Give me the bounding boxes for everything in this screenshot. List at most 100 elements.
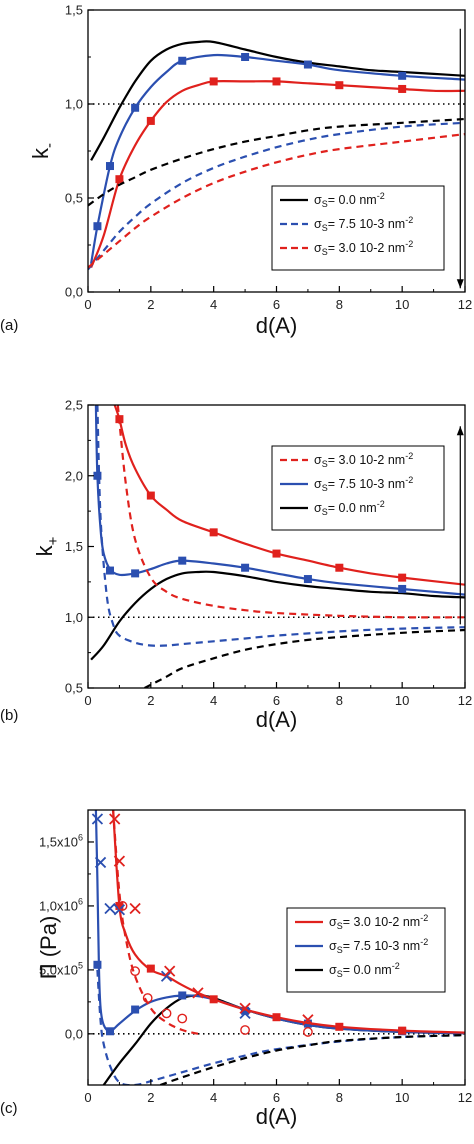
cross-marker (129, 902, 141, 915)
square-marker (131, 103, 140, 112)
legend-label-1: σS= 0.0 nm-2 (314, 191, 385, 209)
circle-marker (130, 966, 141, 977)
y-axis-label: k- (28, 143, 58, 159)
y-axis-label: Π (Pa) (36, 916, 61, 980)
x-tick-label: 4 (210, 297, 217, 312)
y-tick-label: 0,0 (65, 1026, 83, 1041)
circle-marker (240, 1025, 250, 1035)
square-marker (115, 901, 124, 910)
series-line-4 (112, 810, 199, 1035)
trend-arrow-head (456, 426, 464, 436)
square-marker (209, 528, 218, 537)
legend: σS= 0.0 nm-2 σS= 7.5 10-3 nm-2 σS= 3.0 10-… (271, 185, 445, 271)
square-marker (241, 1006, 250, 1015)
square-marker (178, 56, 187, 65)
cross-marker (109, 813, 121, 825)
legend-label-1: σS= 3.0 10-2 nm-2 (314, 451, 413, 469)
square-marker (398, 71, 407, 80)
y-axis-label: k+ (32, 536, 62, 556)
x-tick-label: 10 (395, 297, 409, 312)
trend-arrow-head (456, 279, 464, 289)
series-line-6 (159, 1034, 465, 1085)
square-marker (272, 1013, 281, 1022)
y-tick-label: 2,0 (65, 468, 83, 483)
square-marker (146, 116, 155, 125)
plot-area (88, 40, 465, 271)
square-marker (105, 566, 114, 575)
x-tick-label: 8 (336, 693, 343, 708)
square-marker (303, 60, 312, 69)
series-line-6 (116, 405, 465, 619)
x-tick-label: 12 (458, 693, 472, 708)
circle-marker (303, 1027, 313, 1037)
square-marker (209, 995, 218, 1004)
x-tick-label: 12 (458, 297, 472, 312)
panel-label: (b) (0, 707, 18, 724)
series-line-5 (96, 405, 465, 647)
square-marker (398, 573, 407, 582)
x-tick-label: 0 (84, 693, 91, 708)
y-tick-label: 1,0 (65, 610, 83, 625)
series-line-4 (144, 628, 465, 688)
y-tick-label: 0,0 (65, 285, 83, 300)
cross-marker (239, 1007, 251, 1020)
x-tick-label: 0 (84, 297, 91, 312)
legend: σS= 3.0 10-2 nm-2 σS= 7.5 10-3 nm-2 σS= 0.… (286, 907, 446, 993)
square-marker (93, 471, 102, 480)
x-tick-label: 2 (147, 1090, 154, 1105)
square-marker (241, 53, 250, 61)
x-tick-label: 2 (147, 693, 154, 708)
square-marker (398, 584, 407, 593)
legend-label-2: σS= 7.5 10-3 nm-2 (314, 215, 413, 233)
x-tick-label: 8 (336, 297, 343, 312)
series-line-5 (96, 969, 465, 1085)
square-marker (398, 1026, 407, 1035)
plot-area (88, 810, 465, 1085)
y-tick-label: 0,5 (65, 191, 83, 206)
square-marker (146, 964, 155, 973)
x-tick-label: 6 (273, 693, 280, 708)
square-marker (131, 1005, 140, 1014)
square-marker (272, 77, 281, 86)
square-marker (105, 1027, 114, 1036)
x-tick-label: 6 (273, 1090, 280, 1105)
square-marker (93, 222, 102, 231)
cross-marker (94, 856, 107, 869)
square-marker (115, 175, 124, 184)
x-tick-label: 6 (273, 297, 280, 312)
x-tick-label: 4 (210, 1090, 217, 1105)
square-marker (335, 563, 344, 572)
x-axis-label: d(A) (256, 313, 298, 338)
cross-marker (160, 970, 173, 982)
x-tick-label: 2 (147, 297, 154, 312)
square-marker (146, 491, 155, 500)
circle-marker (117, 901, 128, 911)
series-line-4 (88, 117, 465, 207)
panel-label: (c) (0, 1100, 18, 1117)
cross-marker (113, 855, 126, 867)
y-tick-label: 1,5 (65, 3, 83, 18)
cross-marker (239, 1002, 251, 1014)
cross-marker (91, 813, 104, 825)
circle-marker (142, 993, 153, 1003)
legend: σS= 3.0 10-2 nm-2 σS= 7.5 10-3 nm-2 σS= 0.… (271, 445, 445, 531)
x-tick-label: 0 (84, 1090, 91, 1105)
circle-marker (177, 1013, 188, 1024)
legend-label-3: σS= 3.0 10-2 nm-2 (314, 239, 413, 257)
chart-panel-2: 0 2 4 6 8 10 12 0,5 1,0 1,5 2,0 2,5 d(A) (b) k+ σS= 3.0… (0, 398, 472, 733)
cross-marker (113, 904, 126, 916)
legend-label-1: σS= 3.0 10-2 nm-2 (329, 913, 428, 931)
square-marker (241, 563, 250, 572)
x-tick-label: 12 (458, 1090, 472, 1105)
legend-label-3: σS= 0.0 nm-2 (329, 961, 400, 979)
x-tick-label: 10 (395, 1090, 409, 1105)
x-tick-label: 10 (395, 693, 409, 708)
y-tick-label: 1,0 (65, 97, 83, 112)
chart-panel-1: 0 2 4 6 8 10 12 0,0 0,5 1,0 1,5 d(A) (a) k-σS= 0.0 nm… (0, 3, 472, 339)
cross-marker (192, 987, 204, 999)
series-line-2 (94, 405, 465, 596)
series-line-1 (102, 994, 465, 1085)
x-axis-label: d(A) (256, 707, 298, 732)
plot-area (88, 405, 465, 688)
